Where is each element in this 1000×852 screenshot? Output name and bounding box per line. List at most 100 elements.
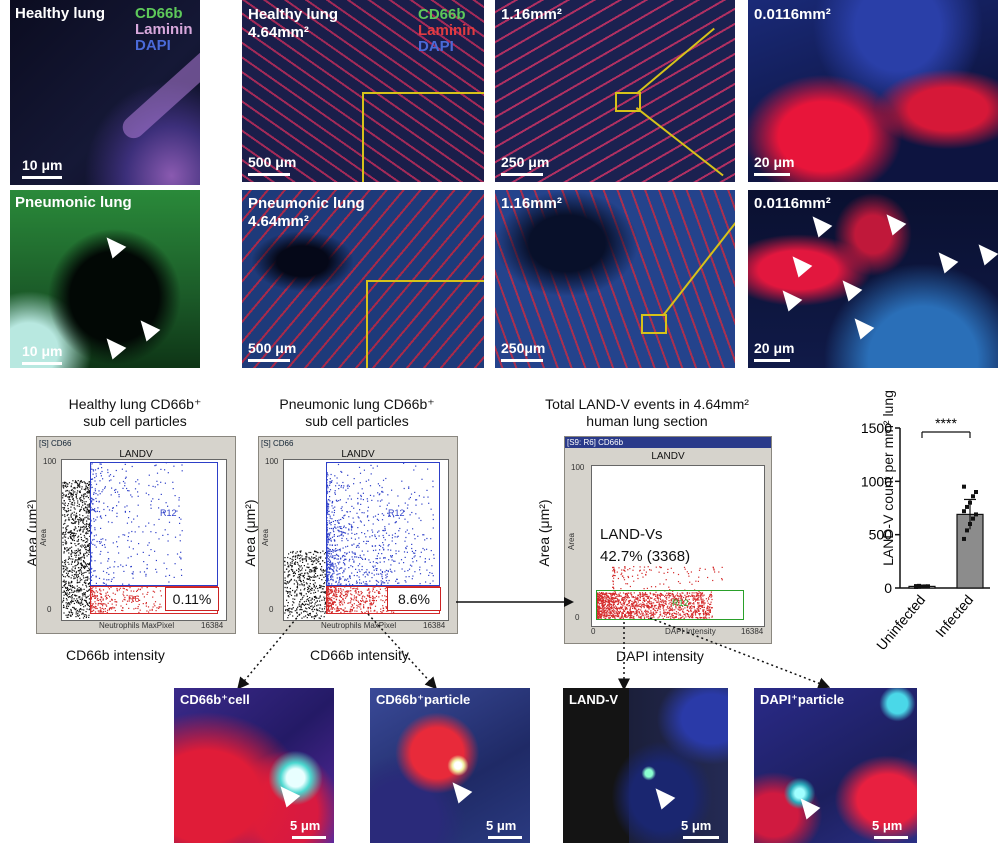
flow2-window: [S] CD66 LANDV 100 0 Area R12 R6 8.6% Ne… [258, 436, 458, 634]
pneumonic-lung-zoom-image: 0.0116mm² 20 μm [748, 190, 998, 368]
window-title: LANDV [651, 451, 685, 462]
inset-cd66b-cell: CD66b⁺cell 5 μm [174, 688, 334, 843]
data-point [962, 536, 966, 541]
flow3-title: Total LAND-V events in 4.64mm² human lun… [512, 396, 782, 430]
y-tick: 100 [265, 457, 279, 466]
scale-bar [501, 173, 543, 176]
bar-y-tick-label: 500 [869, 527, 893, 543]
inset-label: CD66b⁺particle [376, 692, 471, 707]
data-point [962, 484, 966, 489]
scale-bar-label: 20 μm [754, 340, 795, 356]
arrowhead-icon [835, 274, 863, 302]
flow1-window: [S] CD66 LANDV 100 0 Area R12 R6 0.11% N… [36, 436, 236, 634]
scale-bar-label: 5 μm [486, 818, 517, 833]
data-point [965, 504, 969, 509]
inset-land-v: LAND-V 5 μm [563, 688, 728, 843]
channel-laminin: Laminin [418, 22, 476, 39]
x-inner-label: Neutrophils MaxPixel [321, 621, 397, 630]
pneumonic-lung-mid-image: 1.16mm² 250μm [495, 190, 735, 368]
panel-area: 0.0116mm² [754, 6, 831, 23]
arrowhead-icon [785, 250, 813, 278]
y-tick: 100 [43, 457, 57, 466]
data-point [962, 509, 966, 514]
panel-title: Healthy lung [248, 6, 339, 23]
panel-area: 0.0116mm² [754, 195, 831, 212]
zoom-line [635, 107, 724, 177]
data-point [974, 512, 978, 517]
panel-area: 4.64mm² [248, 24, 309, 41]
scale-bar [248, 359, 290, 362]
title-line: sub cell particles [83, 413, 187, 429]
panel-title: Pneumonic lung [15, 194, 132, 211]
title-line: Total LAND-V events in 4.64mm² [545, 396, 749, 412]
y-tick: 0 [269, 605, 274, 614]
connector-arrow [456, 597, 574, 607]
data-point [974, 490, 978, 494]
channel-cd66b: CD66b [135, 5, 183, 22]
scale-bar-label: 10 μm [22, 343, 63, 359]
scale-bar [22, 362, 62, 365]
data-point [971, 494, 975, 499]
bar-y-tick-label: 0 [884, 580, 892, 596]
panel-area: 4.64mm² [248, 213, 309, 230]
x-max: 16384 [201, 621, 224, 630]
scale-bar-label: 5 μm [872, 818, 903, 833]
flow2-title: Pneumonic lung CD66b⁺ sub cell particles [252, 396, 462, 430]
scale-bar [292, 836, 326, 839]
arrowhead-icon [775, 284, 803, 312]
inset-dapi-particle: DAPI⁺particle 5 μm [754, 688, 917, 843]
window-title: LANDV [119, 449, 153, 460]
zoom-line [663, 211, 735, 316]
y-inner-label: Area [566, 533, 576, 550]
x-max: 16384 [423, 621, 446, 630]
flow1-xlabel: CD66b intensity [66, 647, 165, 663]
channel-dapi: DAPI [418, 38, 454, 55]
scale-bar-label: 500 μm [248, 340, 297, 356]
arrowhead-icon [971, 238, 998, 266]
scale-bar [754, 173, 790, 176]
channel-laminin: Laminin [135, 21, 193, 38]
x-inner-label: DAPI Intensity [665, 627, 716, 636]
scale-bar-label: 5 μm [681, 818, 712, 833]
gate-r12 [326, 462, 440, 586]
flow3-ylabel: Area (μm²) [536, 499, 552, 567]
window-header: [S9: R6] CD66b [567, 438, 624, 447]
scale-bar [683, 836, 719, 839]
data-point [926, 584, 930, 589]
x-max: 16384 [741, 627, 764, 636]
window-title: LANDV [341, 449, 375, 460]
flow2-percent: 8.6% [387, 587, 441, 611]
scale-bar [874, 836, 908, 839]
landv-label: LAND-Vs [600, 526, 663, 543]
scale-bar-label: 20 μm [754, 154, 795, 170]
zoom-region-box [366, 280, 484, 368]
title-line: Pneumonic lung CD66b⁺ [279, 396, 435, 412]
arrowhead-icon [648, 782, 676, 810]
zoom-region-box [362, 92, 484, 182]
scale-bar [22, 176, 62, 179]
flow3-plot-area: R12 LAND-Vs 42.7% (3368) [591, 465, 765, 627]
arrowhead-icon [273, 780, 301, 808]
inset-label: LAND-V [569, 692, 619, 707]
y-tick: 100 [571, 463, 585, 472]
panel-area: 1.16mm² [501, 6, 562, 23]
arrowhead-icon [879, 208, 907, 236]
bar-x-tick-label: Uninfected [873, 592, 928, 654]
scale-bar [248, 173, 290, 176]
arrowhead-icon [99, 332, 127, 360]
data-point [968, 500, 972, 505]
window-titlebar [565, 437, 771, 448]
data-point [971, 516, 975, 521]
gate-r12-label: R12 [388, 508, 405, 518]
arrowhead-icon [99, 231, 127, 259]
data-point [965, 528, 969, 533]
arrowhead-icon [793, 792, 821, 820]
zoom-region-box [615, 92, 641, 112]
scale-bar [501, 359, 543, 362]
y-tick: 0 [47, 605, 52, 614]
healthy-lung-large-image: Healthy lung 4.64mm² CD66b Laminin DAPI … [242, 0, 484, 182]
bar-y-tick-label: 1000 [861, 473, 892, 489]
scale-bar-label: 500 μm [248, 154, 297, 170]
flow2-xlabel: CD66b intensity [310, 647, 409, 663]
panel-area: 1.16mm² [501, 195, 562, 212]
